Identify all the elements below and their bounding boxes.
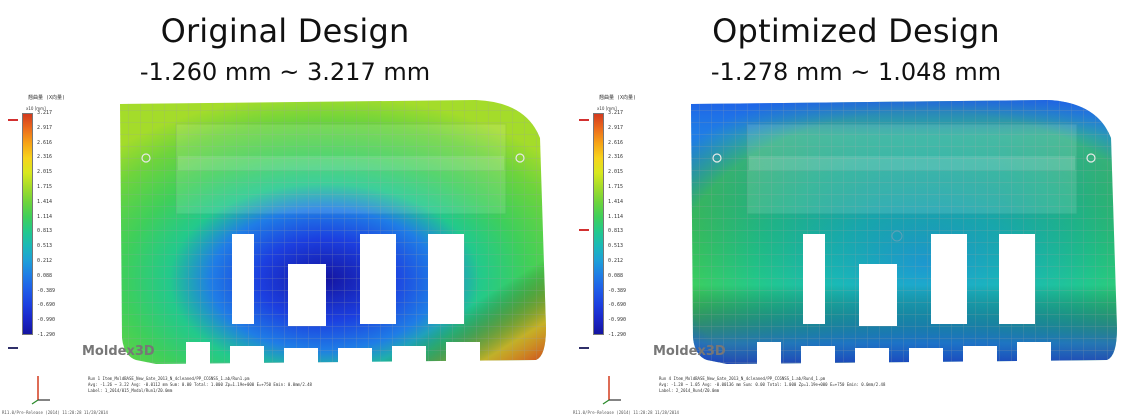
axis-triad-icon (31, 376, 50, 405)
part-body (691, 100, 1117, 364)
legend-tick-label: -1.290 (608, 332, 627, 338)
legend-tick-label: 2.616 (608, 139, 624, 146)
legend-tick-label: 1.414 (608, 198, 624, 205)
legend-tick-label: 0.088 (37, 272, 53, 279)
moldex3d-logo: Moldex3D (653, 344, 726, 359)
panel-title: Optimized Design (712, 12, 1000, 50)
legend-tick-label: 2.015 (608, 169, 624, 176)
part-cutouts (186, 234, 480, 370)
legend-tick-label: -0.389 (608, 287, 627, 294)
run-info-line: Label: 2_2014_Run4/Z0.0mm (659, 388, 720, 393)
legend-tick-label: -0.389 (37, 287, 56, 294)
legend-unit: x10 [mm] (597, 106, 617, 111)
legend-tick-label: 3.217 (608, 110, 624, 116)
color-scale-bar (593, 113, 604, 335)
run-info-line: Avg: -1.28 ~ 1.05 Avg: -0.00136 mm Sum: … (659, 382, 886, 387)
color-legend: 翘曲量 (X向量) x10 [mm] 3.217 2.917 2.616 2.316 2… (575, 94, 655, 364)
color-legend: 翘曲量 (X向量) x10 [mm] 3.217 2.917 2.616 2.316 2… (4, 94, 84, 364)
panel-title: Original Design (160, 12, 410, 50)
optimized-design-panel: Optimized Design -1.278 mm ~ 1.048 mm 翘曲… (571, 0, 1141, 420)
axis-triad-icon (602, 376, 621, 405)
warpage-range: -1.260 mm ~ 3.217 mm (139, 58, 431, 86)
moldex3d-logo: Moldex3D (82, 344, 155, 359)
max-arrow-icon (579, 119, 589, 121)
max-arrow-icon (8, 119, 18, 121)
min-arrow-icon (579, 347, 589, 349)
legend-tick-label: 3.217 (37, 110, 53, 116)
run-info: Run 4 Item_MoldBASE_New_Gate_2013_N_4cle… (659, 376, 885, 394)
run-info: Run 1 Item_MoldBASE_New_Gate_2013_N_4cle… (88, 376, 312, 394)
part-cutouts (757, 234, 1051, 370)
legend-tick-label: 2.316 (608, 154, 624, 161)
legend-tick-label: 0.212 (37, 258, 53, 264)
legend-tick-label: 2.917 (37, 124, 53, 131)
legend-tick-label: 1.715 (608, 184, 624, 190)
warpage-result-render (120, 100, 546, 370)
legend-caption: 翘曲量 (X向量) (28, 95, 66, 101)
legend-tick-label: 0.212 (608, 258, 624, 264)
legend-tick-label: 2.015 (37, 169, 53, 176)
min-arrow-icon (8, 347, 18, 349)
legend-tick-label: 0.088 (608, 272, 624, 279)
warpage-range: -1.278 mm ~ 1.048 mm (710, 58, 1002, 86)
legend-tick-label: 1.114 (608, 213, 624, 220)
legend-tick-label: 0.813 (37, 228, 53, 235)
legend-caption: 翘曲量 (X向量) (599, 95, 637, 101)
legend-tick-label: 2.917 (608, 124, 624, 131)
legend-tick-label: 0.513 (608, 243, 624, 250)
legend-unit: x10 [mm] (26, 106, 46, 111)
part-body (120, 100, 546, 364)
software-version: R11.0/Pre-Release (2014) 11:28:28 11/28/… (2, 410, 108, 415)
legend-tick-label: 0.513 (37, 243, 53, 250)
legend-tick-label: -0.690 (37, 302, 56, 309)
run-info-line: Avg: -1.26 ~ 3.22 Avg: -0.0112 mm Sum: 0… (88, 382, 312, 387)
legend-tick-label: 1.715 (37, 184, 53, 190)
legend-tick-label: -0.990 (37, 317, 56, 324)
legend-tick-label: -0.690 (608, 302, 627, 309)
legend-tick-label: -1.290 (37, 332, 56, 338)
legend-tick-label: 1.114 (37, 213, 53, 220)
color-scale-bar (22, 113, 33, 335)
legend-tick-label: 2.616 (37, 139, 53, 146)
legend-tick-label: 2.316 (37, 154, 53, 161)
run-info-line: Run 1 Item_MoldBASE_New_Gate_2013_N_4cle… (88, 376, 250, 381)
original-design-panel: Original Design -1.260 mm ~ 3.217 mm 翘曲量… (0, 0, 570, 420)
warpage-result-render (691, 100, 1117, 370)
run-info-line: Run 4 Item_MoldBASE_New_Gate_2013_N_4cle… (659, 376, 826, 381)
legend-tick-label: -0.990 (608, 317, 627, 324)
software-version: R11.0/Pre-Release (2014) 11:28:28 11/28/… (573, 410, 679, 415)
run-info-line: Label: 1_2014/015_Modal/Run1/Z0.0mm (88, 388, 173, 393)
legend-tick-label: 1.414 (37, 198, 53, 205)
legend-tick-label: 0.813 (608, 228, 624, 235)
max-arrow-icon (579, 229, 589, 231)
